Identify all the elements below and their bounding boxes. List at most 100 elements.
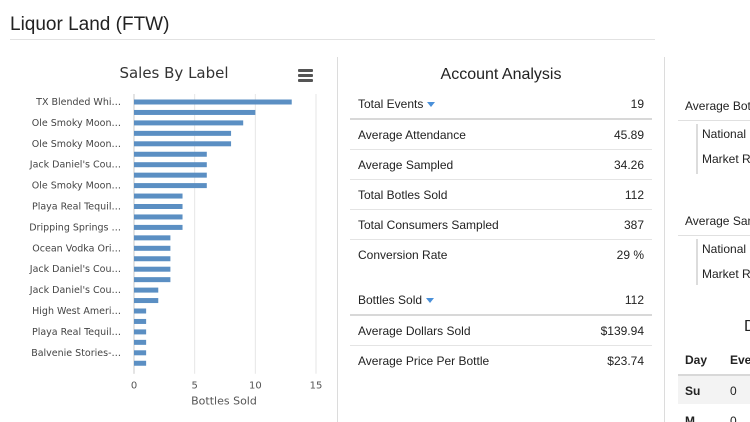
event-stat-value: 387 <box>623 217 644 232</box>
category-label: Playa Real Tequil… <box>32 202 121 213</box>
bar <box>134 130 232 136</box>
caret-down-icon[interactable] <box>426 298 435 304</box>
bar <box>134 99 292 105</box>
bottle-stat-value: $23.74 <box>607 354 644 368</box>
column-header-day: Day <box>685 353 708 367</box>
event-stat-row: Conversion Rate 29 % <box>350 240 652 270</box>
table-cell-value: 0 <box>730 384 737 398</box>
bar <box>134 183 207 189</box>
column-header-events: Eve <box>730 353 750 367</box>
list-indent-bar <box>696 124 698 174</box>
table-cell-value: 0 <box>730 414 737 422</box>
sales-by-label-chart: Sales By Label 0 5 10 15 TX Blended Whi… Ole S… <box>29 64 323 408</box>
category-label: Jack Daniel's Cou… <box>29 285 121 296</box>
event-stat-value: 45.89 <box>613 127 644 142</box>
chart-menu-icon[interactable] <box>298 69 313 82</box>
bar <box>134 151 207 157</box>
event-stat-row: Average Sampled 34.26 <box>350 150 652 180</box>
bottle-stat-row: Average Price Per Bottle $23.74 <box>350 346 652 376</box>
chart-title: Sales By Label <box>119 64 228 82</box>
title-divider <box>10 39 655 40</box>
x-axis-label: Bottles Sold <box>191 395 257 408</box>
bar <box>134 287 159 293</box>
bar <box>134 318 147 324</box>
panel-divider-left <box>337 57 338 422</box>
bar <box>134 245 171 251</box>
bar <box>134 120 244 126</box>
event-stat-label: Total Botles Sold <box>358 187 448 202</box>
bar <box>134 172 207 178</box>
category-label: Jack Daniel's Cou… <box>29 160 121 171</box>
bar <box>134 266 171 272</box>
event-stat-value: 34.26 <box>613 157 644 172</box>
caret-down-icon[interactable] <box>427 102 436 108</box>
x-tick-label: 10 <box>249 381 262 392</box>
list-item: Market Ra <box>702 267 750 281</box>
list-item: Market Ra <box>702 152 750 166</box>
total-events-header[interactable]: Total Events 19 <box>350 90 652 120</box>
bottle-stat-row: Average Dollars Sold $139.94 <box>350 316 652 346</box>
bar <box>134 329 147 335</box>
panel-divider-right <box>664 57 665 422</box>
total-events-label: Total Events <box>358 97 424 111</box>
bar <box>134 193 183 199</box>
category-label: Ole Smoky Moon… <box>32 181 121 192</box>
event-stat-row: Total Consumers Sampled 387 <box>350 210 652 240</box>
heading-divider <box>678 120 750 121</box>
category-label: Dripping Springs … <box>29 222 121 233</box>
bar <box>134 277 171 283</box>
bar <box>134 360 147 366</box>
table-cell-day: Su <box>685 384 701 398</box>
bar <box>134 162 207 168</box>
event-stat-row: Average Attendance 45.89 <box>350 120 652 150</box>
bottle-stat-value: $139.94 <box>600 323 644 338</box>
category-label: Balvenie Stories-… <box>31 348 121 359</box>
bottle-stat-label: Average Price Per Bottle <box>358 354 490 368</box>
list-indent-bar <box>696 239 698 285</box>
bar <box>134 141 232 147</box>
average-sampled-heading: Average Sam <box>685 214 750 228</box>
list-item: National F <box>702 127 750 141</box>
category-label: Jack Daniel's Cou… <box>29 264 121 275</box>
section-title: D <box>744 318 750 335</box>
event-stat-label: Average Sampled <box>358 157 454 172</box>
bar <box>134 308 147 314</box>
bottles-sold-value: 112 <box>624 293 644 307</box>
category-label: High West Ameri… <box>32 306 121 317</box>
x-tick-label: 5 <box>191 381 197 392</box>
bar <box>134 109 256 115</box>
account-analysis-panel: Account Analysis Total Events 19 Average… <box>350 56 652 376</box>
category-label: TX Blended Whi… <box>35 97 121 108</box>
heading-divider <box>678 235 750 236</box>
event-stat-label: Total Consumers Sampled <box>358 217 499 232</box>
event-stat-value: 112 <box>624 187 644 202</box>
sales-by-label-panel: Sales By Label 0 5 10 15 TX Blended Whi… Ole S… <box>0 56 336 422</box>
category-label: Ocean Vodka Ori… <box>32 243 121 254</box>
bar <box>134 214 183 220</box>
event-stat-value: 29 % <box>616 248 644 262</box>
x-tick-label: 15 <box>310 381 323 392</box>
table-row <box>678 374 750 404</box>
bottles-sold-header[interactable]: Bottles Sold 112 <box>350 286 652 316</box>
bar <box>134 350 147 356</box>
average-bottles-heading: Average Bott <box>685 99 750 113</box>
bottles-sold-label: Bottles Sold <box>358 293 423 307</box>
bottle-stat-label: Average Dollars Sold <box>358 323 471 338</box>
category-label: Ole Smoky Moon… <box>32 139 121 150</box>
category-label: Playa Real Tequil… <box>32 327 121 338</box>
list-item: National F <box>702 242 750 256</box>
bar <box>134 235 171 241</box>
category-label: Ole Smoky Moon… <box>32 118 121 129</box>
bar <box>134 298 159 304</box>
x-tick-label: 0 <box>131 381 137 392</box>
event-stat-label: Conversion Rate <box>358 248 448 262</box>
event-stat-label: Average Attendance <box>358 127 466 142</box>
bar <box>134 204 183 209</box>
table-cell-day: M <box>685 414 695 422</box>
event-stat-row: Total Botles Sold 112 <box>350 180 652 210</box>
bar <box>134 339 147 345</box>
page-title: Liquor Land (FTW) <box>10 14 170 35</box>
bar <box>134 256 171 262</box>
bar <box>134 224 183 230</box>
right-partial-panel: Average Bott National F Market Ra Averag… <box>678 56 750 422</box>
